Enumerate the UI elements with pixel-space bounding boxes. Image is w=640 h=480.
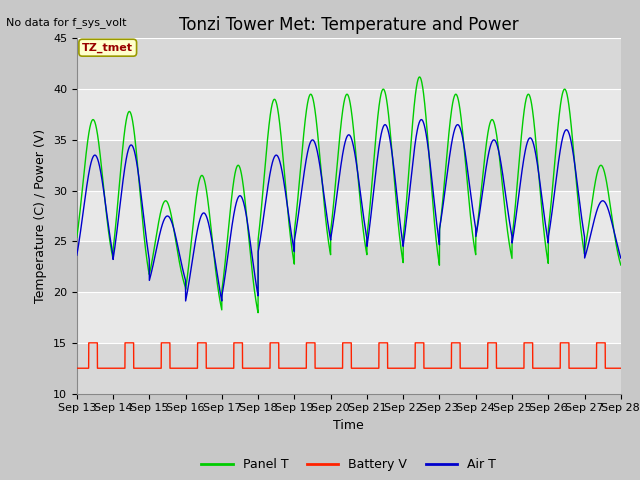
Text: TZ_tmet: TZ_tmet [83, 43, 133, 53]
Bar [77, 140, 621, 191]
Text: No data for f_sys_volt: No data for f_sys_volt [6, 17, 127, 28]
Bar [77, 89, 621, 140]
Y-axis label: Temperature (C) / Power (V): Temperature (C) / Power (V) [35, 129, 47, 303]
Legend: Panel T, Battery V, Air T: Panel T, Battery V, Air T [196, 453, 501, 476]
Title: Tonzi Tower Met: Temperature and Power: Tonzi Tower Met: Temperature and Power [179, 16, 518, 34]
X-axis label: Time: Time [333, 419, 364, 432]
Bar [77, 191, 621, 241]
Bar [77, 38, 621, 89]
Bar [77, 241, 621, 292]
Bar [77, 292, 621, 343]
Bar [77, 343, 621, 394]
